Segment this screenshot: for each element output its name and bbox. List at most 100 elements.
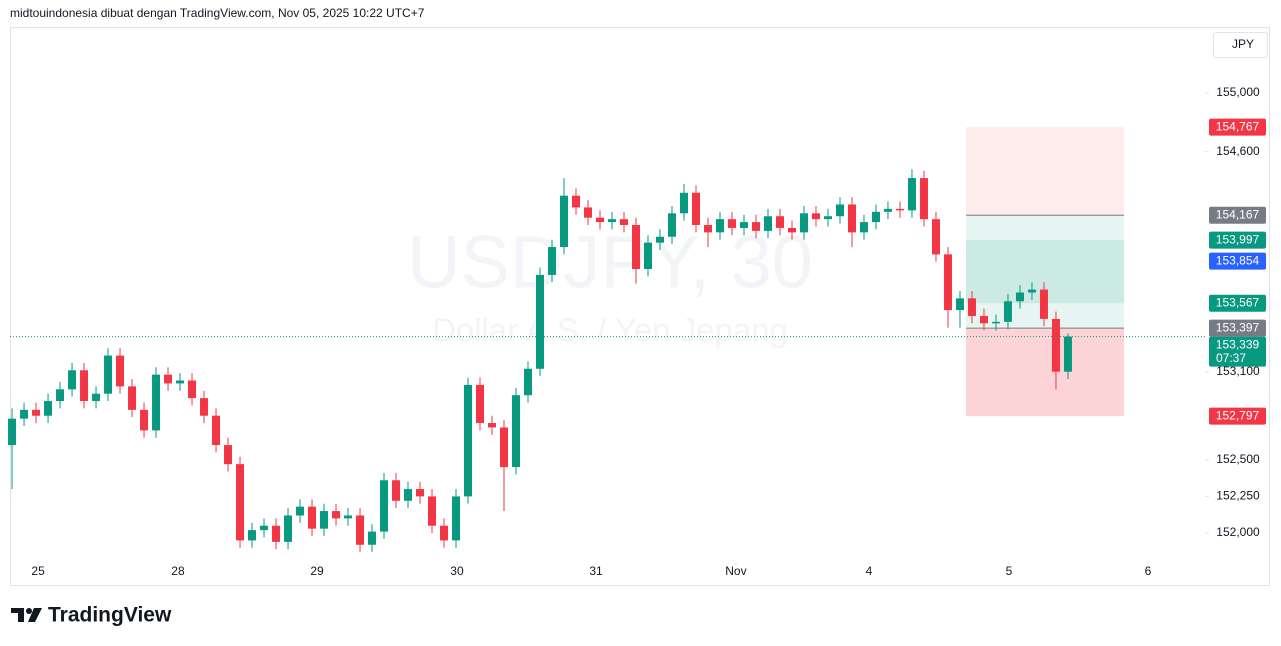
candle-body [536,274,545,369]
candle-body [164,374,173,384]
candle-body [392,480,401,501]
price-label-box [1209,294,1266,312]
watermark-subtitle: Dollar A.S. / Yen Jepang [432,312,788,349]
price-label: 152,797 [1216,408,1260,422]
candle-body [260,525,269,531]
x-tick-label: 25 [31,564,45,578]
candle-body [152,374,161,431]
x-tick-label: 5 [1006,564,1013,578]
candle-body [871,211,880,223]
y-tick-label: 155,000 [1216,85,1260,99]
candle-body [116,355,125,387]
candle-body [835,204,844,217]
candle-body [464,384,473,497]
candle-body [284,515,293,542]
logo-mark [26,608,32,614]
candle-body [56,389,65,402]
candle-body [1063,336,1072,372]
candle-body [883,208,892,212]
x-tick-label: 30 [450,564,464,578]
candle-body [739,222,748,228]
candle-body [607,219,616,223]
candle-body [787,227,796,233]
currency[interactable]: JPY [1232,37,1254,51]
candle-body [572,195,581,208]
x-tick-label: Nov [725,564,746,578]
candle-body [799,213,808,233]
candle-body [248,530,257,541]
candle-body [524,368,533,396]
candle-body [332,511,341,519]
candle-body [44,401,53,416]
candle-body [643,242,652,270]
candle-body [847,204,856,233]
candle-body [727,219,736,228]
candle-body [476,384,485,424]
price-label: 153,567 [1216,295,1260,309]
candle-body [631,225,640,270]
y-tick-label: 152,000 [1216,525,1260,539]
currency-box[interactable] [1213,32,1268,58]
attribution: midtouindonesia dibuat dengan TradingVie… [10,6,425,20]
candle-body [500,427,509,468]
candle-body [1003,301,1012,322]
candle-body [703,225,712,233]
candle-body [1027,289,1036,293]
candle-body [955,298,964,311]
candle-body [943,254,952,311]
candle-body [416,489,425,497]
x-tick-label: 31 [589,564,603,578]
candle-body [296,506,305,516]
candle-body [596,217,605,223]
price-label: 154,167 [1216,207,1260,221]
price-label: 153,397 [1216,320,1260,334]
candle-body [236,464,245,541]
candle-body [212,415,221,446]
candle-body [140,409,149,431]
candle-body [308,506,317,529]
candle-body [344,515,353,519]
price-label: 153,854 [1216,253,1260,267]
candle-body [128,386,137,410]
watermark-title: USDJPY, 30 [407,221,813,304]
candle-body [919,178,928,220]
price-label: 154,767 [1216,119,1260,133]
candle-body [991,321,1000,324]
candle-body [715,219,724,233]
price-label-box [1209,118,1266,136]
candle-body [560,195,569,248]
candle-body [224,445,233,465]
plot: 155,000 154,600 153,100 152,500 152,250 152,0… [8,85,1266,578]
candle-body [104,355,113,394]
price-label-box [1209,407,1266,425]
candle-body [8,418,17,446]
candle-body [32,409,41,416]
logo-mark [28,608,42,622]
candle-body [176,380,185,384]
y-tick-label: 152,500 [1216,452,1260,466]
price-label: 153,997 [1216,232,1260,246]
candle-body [368,531,377,545]
candle-body [967,298,976,316]
candle-body [691,192,700,226]
candle-body [1039,289,1048,319]
brand: TradingView [48,604,172,627]
price-label-box [1209,336,1266,367]
candle-body [440,525,449,541]
candle-body [20,409,29,419]
price-label-box [1209,206,1266,224]
candle-body [667,213,676,237]
chart-frame [10,27,1270,586]
candle-body [931,219,940,255]
candle-body [80,370,89,402]
candle-body [751,222,760,231]
candle-body [775,216,784,228]
candle-body [428,496,437,526]
candle-body [200,398,209,416]
candle-body [859,222,868,233]
price-label-box [1209,231,1266,249]
candle-body [512,395,521,468]
candle-body [907,178,916,211]
